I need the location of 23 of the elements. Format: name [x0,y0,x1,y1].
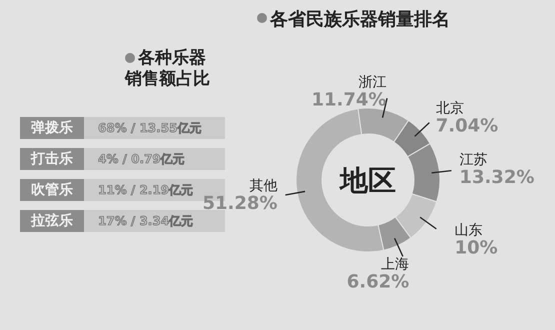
data-label: 51.28% [202,193,278,214]
chart-title: 各省民族乐器销量排名 [269,9,450,30]
text: 各种乐器销售额占比 [125,48,211,90]
text: 11% / 2.19亿元 [98,183,194,197]
text: 吹管乐 [20,179,84,201]
slice-label: 北京 [436,100,464,117]
text: 弹拨乐 [20,117,84,139]
slice-label: 其他 [249,178,278,194]
slice-label: 江苏 [459,152,488,168]
data-label: 7.04% [436,116,498,137]
slice-label: 山东 [454,222,483,238]
data-label: 13.32% [459,166,534,188]
text: 打击乐 [20,148,84,170]
slice-label: 浙江 [358,74,386,90]
data-label: 11.74% [311,89,386,110]
text: 拉弦乐 [20,210,84,232]
text: 4% / 0.79亿元 [84,148,225,170]
text: 17% / 3.34亿元 [98,214,194,228]
slice-label: 上海 [381,256,410,273]
data-label: 6.62% [346,272,410,293]
data-label: 10% [454,237,498,258]
text: 68% / 13.55亿元 [84,117,225,139]
text: 地区 [338,164,396,197]
